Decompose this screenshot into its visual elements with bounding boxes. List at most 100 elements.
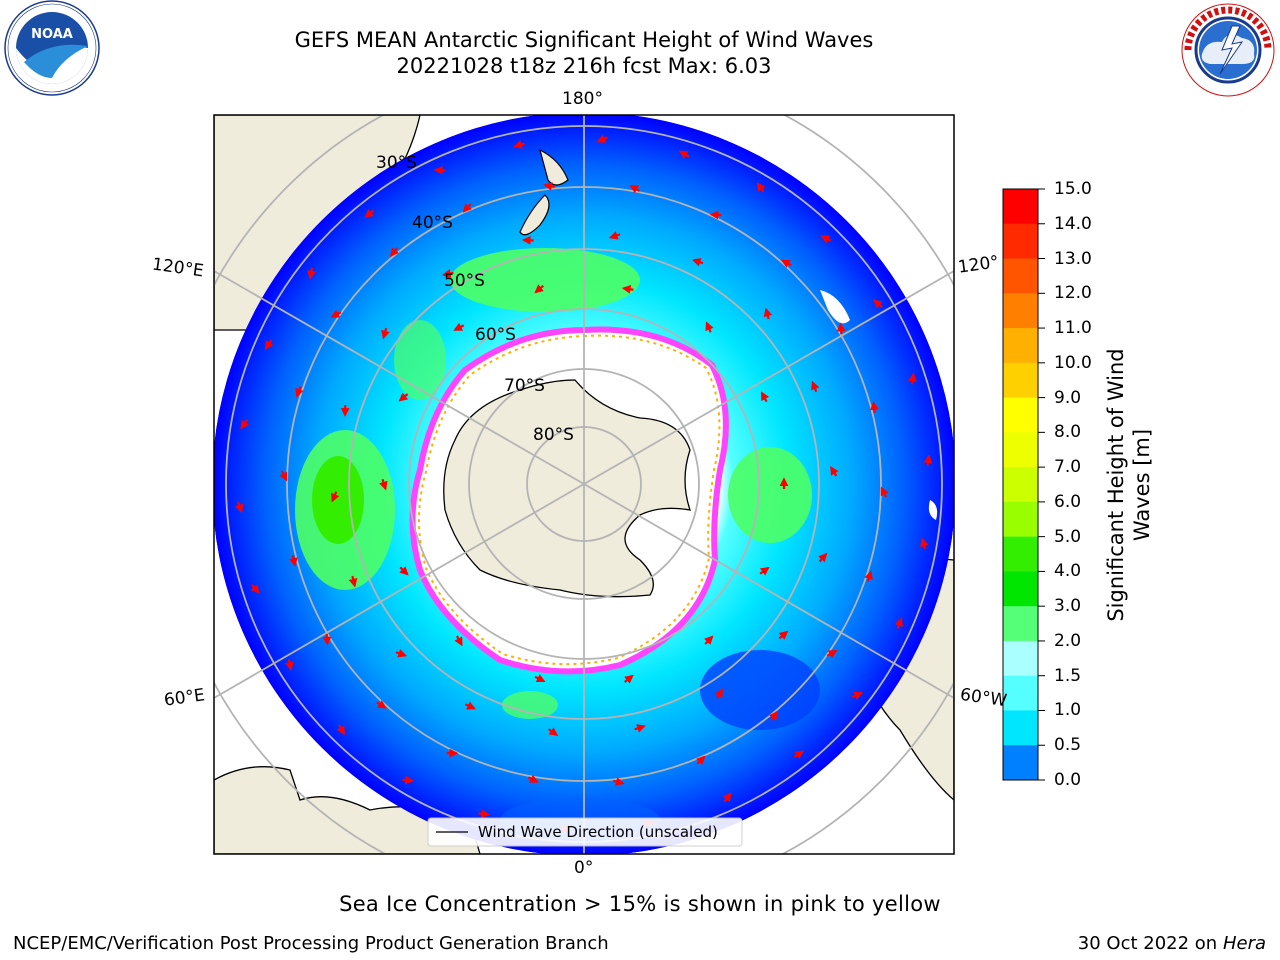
- wave-direction-arrow: [793, 750, 805, 760]
- wave-direction-arrow: [629, 184, 641, 194]
- colorbar-frame: [1002, 188, 1039, 781]
- wave-direction-arrow: [830, 465, 839, 477]
- footer-credit: NCEP/EMC/Verification Post Processing Pr…: [13, 933, 609, 954]
- colorbar-tick-label: 1.0: [1054, 700, 1082, 721]
- wave-direction-arrow: [285, 659, 294, 671]
- wave-direction-arrow: [836, 322, 846, 335]
- lat-label-60s: 60°S: [475, 325, 516, 345]
- wave-direction-arrow: [364, 209, 375, 219]
- wave-direction-arrow: [331, 491, 340, 503]
- wave-direction-arrow: [872, 299, 883, 309]
- wave-direction-arrow: [722, 792, 732, 803]
- land-antarctica: [443, 379, 691, 598]
- wave-direction-arrow: [826, 649, 838, 659]
- wave-direction-arrow: [399, 566, 409, 576]
- wave-direction-arrow: [894, 617, 903, 629]
- wave-direction-arrow: [250, 584, 260, 594]
- sea-ice-caption: Sea Ice Concentration > 15% is shown in …: [339, 892, 941, 916]
- wave-direction-arrow: [548, 727, 559, 736]
- wave-direction-arrow: [613, 777, 625, 786]
- colorbar-tick-label: 11.0: [1054, 318, 1092, 339]
- colorbar-tick-label: 7.0: [1054, 457, 1082, 478]
- wave-direction-arrow: [322, 633, 332, 646]
- wave-direction-arrow: [763, 307, 773, 320]
- colorbar-tick-label: 10.0: [1054, 352, 1092, 373]
- colorbar-segment: [1003, 675, 1038, 711]
- wave-patch: [700, 650, 820, 730]
- chart-title: GEFS MEAN Antarctic Significant Height o…: [294, 28, 874, 52]
- lat-label-40s: 40°S: [412, 213, 453, 233]
- wave-direction-arrow: [623, 674, 634, 684]
- lat-label-50s: 50°S: [444, 271, 485, 291]
- colorbar: [1003, 188, 1045, 781]
- colorbar-segment: [1003, 745, 1038, 781]
- colorbar-tick-label: 0.5: [1054, 735, 1082, 756]
- legend-label: Wind Wave Direction (unscaled): [478, 823, 718, 841]
- wave-direction-arrow: [870, 401, 879, 413]
- wave-direction-arrow: [769, 710, 778, 721]
- wave-direction-arrow: [818, 552, 828, 563]
- wave-direction-arrow: [527, 774, 539, 783]
- wave-direction-arrow: [264, 339, 274, 351]
- wave-direction-arrow: [433, 166, 446, 175]
- wave-direction-arrow: [402, 775, 415, 785]
- wave-patch: [312, 456, 364, 544]
- wave-direction-arrow: [398, 392, 409, 402]
- lon-label-180: 180°: [562, 89, 603, 109]
- wave-direction-arrow: [864, 570, 873, 582]
- wave-direction-arrow: [521, 235, 534, 245]
- wave-direction-arrow: [678, 150, 690, 159]
- colorbar-segment: [1003, 258, 1038, 294]
- map-legend: Wind Wave Direction (unscaled): [427, 817, 743, 847]
- colorbar-tick-label: 2.0: [1054, 630, 1082, 651]
- colorbar-tick-label: 13.0: [1054, 248, 1092, 269]
- wave-direction-arrow: [534, 674, 546, 683]
- colorbar-tick-label: 9.0: [1054, 387, 1082, 408]
- wave-direction-arrow: [714, 688, 723, 699]
- wave-direction-arrow: [279, 470, 288, 482]
- lon-label-0: 0°: [574, 858, 594, 878]
- wave-direction-arrow: [691, 258, 704, 267]
- wave-direction-arrow: [811, 380, 820, 393]
- colorbar-segment: [1003, 432, 1038, 468]
- wave-direction-arrow: [851, 691, 864, 700]
- colorbar-segment: [1003, 467, 1038, 503]
- wave-direction-arrow: [621, 284, 634, 294]
- colorbar-segment: [1003, 501, 1038, 538]
- wave-direction-arrow: [441, 269, 454, 278]
- wave-direction-arrow: [923, 454, 933, 467]
- footer-date: 30 Oct 2022 on Hera: [1077, 933, 1266, 954]
- wave-direction-arrow: [908, 372, 917, 385]
- chart-subtitle: 20221028 t18z 216h fcst Max: 6.03: [396, 54, 772, 78]
- wave-direction-arrow: [389, 247, 399, 257]
- wind-wave-arrows: [234, 134, 933, 833]
- wave-direction-arrow: [336, 724, 345, 736]
- wave-direction-arrow: [760, 391, 770, 403]
- wave-direction-arrow: [464, 701, 476, 710]
- colorbar-tick-label: 0.0: [1054, 770, 1082, 790]
- wave-direction-arrow: [454, 635, 463, 647]
- nws-logo: [1181, 3, 1275, 97]
- colorbar-tick-label: 8.0: [1054, 422, 1082, 443]
- colorbar-segment: [1003, 571, 1038, 607]
- colorbar-tick-label: 5.0: [1054, 526, 1082, 547]
- wave-patch: [394, 320, 446, 400]
- colorbar-segment: [1003, 606, 1038, 642]
- colorbar-tick-label: 3.0: [1054, 596, 1082, 617]
- wave-direction-arrow: [634, 724, 646, 733]
- wave-patch: [728, 447, 812, 543]
- wave-direction-arrow: [381, 327, 390, 340]
- colorbar-segment: [1003, 362, 1038, 399]
- wave-direction-arrow: [295, 386, 304, 398]
- wave-direction-arrow: [240, 419, 250, 430]
- wave-direction-arrow: [453, 322, 465, 331]
- wave-direction-arrow: [234, 501, 244, 514]
- wave-direction-arrow: [307, 267, 316, 280]
- wave-direction-arrow: [478, 809, 491, 819]
- wave-direction-arrow: [348, 575, 358, 588]
- colorbar-segment: [1003, 223, 1038, 260]
- colorbar-tick-label: 15.0: [1054, 179, 1092, 199]
- wave-patch: [502, 691, 558, 719]
- wave-direction-arrow: [513, 140, 525, 149]
